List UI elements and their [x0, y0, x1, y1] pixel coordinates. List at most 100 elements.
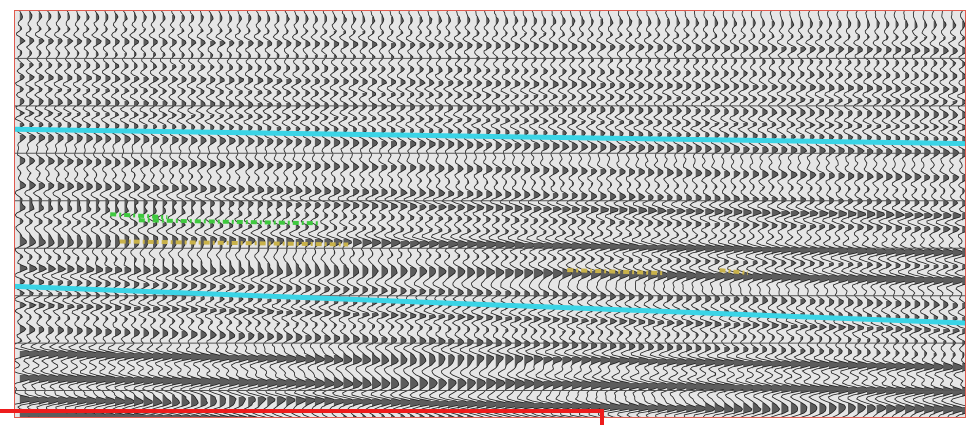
trace-positive-fill	[57, 11, 70, 417]
trace-wiggle-line	[484, 11, 508, 417]
trace-wiggle-line	[65, 11, 89, 417]
seismic-trace	[847, 11, 870, 417]
trace-wiggle-line	[818, 11, 842, 417]
trace-wiggle-line	[370, 11, 394, 417]
trace-positive-fill	[429, 17, 441, 417]
trace-wiggle-line	[847, 11, 870, 417]
seismic-trace	[550, 11, 575, 417]
seismic-trace	[121, 11, 146, 417]
seismic-trace	[740, 11, 765, 417]
seismic-trace	[26, 11, 51, 417]
trace-wiggle-line	[579, 11, 604, 417]
trace-wiggle-line	[808, 11, 832, 417]
seismic-trace	[712, 11, 737, 417]
trace-positive-fill	[514, 17, 527, 417]
seismic-trace	[484, 11, 508, 417]
seismic-trace	[55, 11, 80, 417]
seismic-trace	[361, 11, 384, 417]
upper-horizon[interactable]	[15, 126, 966, 147]
seismic-trace	[419, 11, 441, 417]
trace-wiggle-line	[55, 11, 80, 417]
seismic-trace	[932, 11, 956, 417]
seismic-trace	[540, 11, 565, 417]
yellow-pick-a[interactable]	[119, 239, 349, 247]
seismic-trace	[664, 11, 689, 417]
trace-wiggle-line	[160, 11, 184, 417]
trace-wiggle-line	[598, 11, 623, 417]
trace-wiggle-line	[351, 11, 375, 417]
trace-wiggle-line	[941, 11, 965, 417]
trace-wiggle-line	[455, 11, 480, 417]
seismic-section-panel[interactable]	[14, 10, 966, 418]
seismic-trace	[265, 11, 289, 417]
seismic-trace	[245, 11, 270, 417]
seismic-trace	[531, 11, 556, 417]
lower-horizon[interactable]	[15, 283, 966, 326]
seismic-trace	[569, 11, 594, 417]
seismic-trace	[865, 11, 889, 417]
trace-wiggle-line	[302, 11, 326, 417]
trace-wiggle-line	[789, 11, 813, 417]
seismic-section-canvas[interactable]	[15, 11, 966, 418]
seismic-trace	[312, 11, 337, 417]
trace-wiggle-line	[255, 11, 280, 417]
trace-positive-fill	[457, 17, 470, 417]
seismic-trace	[607, 11, 632, 417]
seismic-trace	[750, 11, 775, 417]
seismic-trace	[808, 11, 832, 417]
seismic-trace	[645, 11, 670, 417]
trace-positive-fill	[886, 21, 898, 415]
green-pick-a[interactable]	[110, 212, 168, 220]
trace-wiggle-line	[379, 11, 403, 417]
time-grid-lines	[15, 57, 965, 391]
seismic-trace	[950, 11, 965, 417]
green-pick-b[interactable]	[138, 218, 320, 226]
trace-wiggle-line	[607, 11, 632, 417]
trace-wiggle-line	[93, 11, 118, 417]
trace-wiggle-line	[617, 11, 642, 417]
trace-positive-fill	[362, 15, 374, 417]
seismic-trace	[74, 11, 99, 417]
seismic-trace	[199, 11, 223, 417]
seismic-trace	[721, 11, 746, 417]
trace-wiggle-line	[683, 11, 708, 417]
seismic-trace	[636, 11, 661, 417]
trace-positive-fill	[505, 17, 517, 417]
seismic-trace	[731, 11, 756, 417]
trace-positive-fill	[867, 19, 879, 415]
trace-positive-fill	[324, 15, 336, 417]
trace-wiggle-line	[218, 11, 242, 417]
trace-positive-fill	[200, 13, 213, 417]
seismic-trace	[179, 11, 203, 417]
seismic-trace	[17, 11, 42, 417]
seismic-trace	[15, 11, 32, 417]
seismic-trace	[236, 11, 261, 417]
seismic-trace	[93, 11, 118, 417]
trace-wiggle-line	[569, 11, 594, 417]
trace-wiggle-line	[245, 11, 270, 417]
yellow-pick-c[interactable]	[719, 268, 749, 276]
seismic-trace	[894, 11, 918, 417]
seismic-trace	[189, 11, 213, 417]
seismic-trace	[902, 11, 927, 417]
trace-wiggle-line	[780, 11, 803, 417]
seismic-trace	[293, 11, 318, 417]
horizons-layer[interactable]	[15, 126, 966, 326]
seismic-trace	[693, 11, 718, 417]
trace-positive-fill	[467, 15, 479, 417]
trace-positive-fill	[419, 17, 431, 417]
seismic-trace	[169, 11, 194, 417]
trace-positive-fill	[95, 13, 108, 417]
trace-wiggle-line	[521, 11, 546, 417]
trace-wiggle-line	[342, 11, 366, 417]
trace-wiggle-line	[531, 11, 556, 417]
trace-positive-fill	[876, 19, 888, 415]
trace-wiggle-line	[750, 11, 775, 417]
trace-wiggle-line	[169, 11, 194, 417]
trace-wiggle-line	[321, 11, 346, 417]
seismic-trace	[321, 11, 346, 417]
trace-wiggle-line	[721, 11, 746, 417]
seismic-trace	[284, 11, 308, 417]
yellow-pick-b[interactable]	[567, 268, 663, 276]
